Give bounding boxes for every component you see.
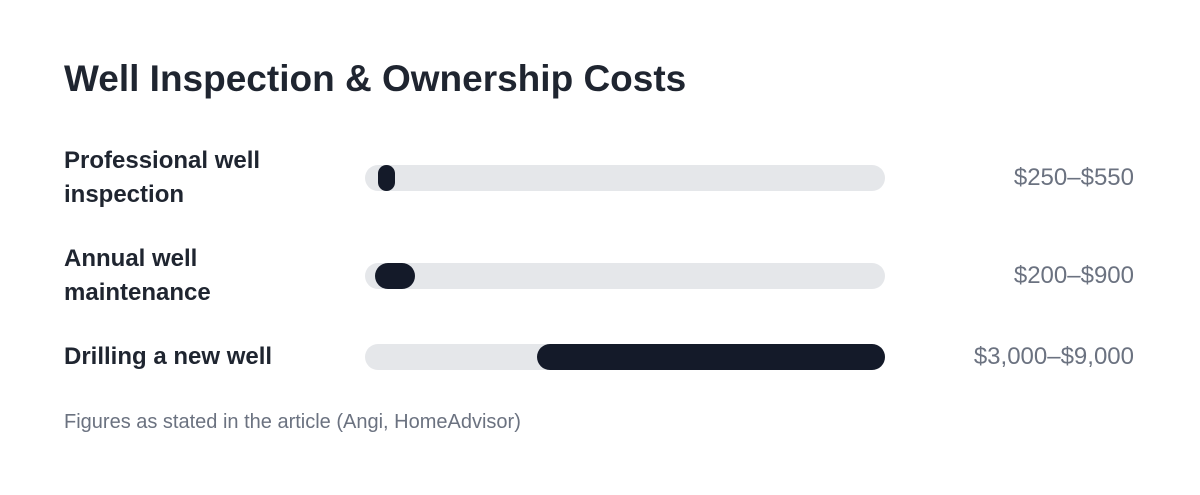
bar-track <box>365 165 885 191</box>
bar-track <box>365 344 885 370</box>
category-label: Professional well inspection <box>64 147 261 208</box>
footnote: Figures as stated in the article (Angi, … <box>64 411 521 433</box>
value-label: $3,000–$9,000 <box>973 343 1134 370</box>
bar-track <box>365 263 885 289</box>
value-label: $200–$900 <box>1013 262 1134 289</box>
range-bar <box>537 344 885 370</box>
value-label: $250–$550 <box>1013 164 1134 191</box>
range-bar <box>374 263 416 289</box>
category-label: Annual well maintenance <box>64 245 211 306</box>
chart-title: Well Inspection & Ownership Costs <box>64 58 687 99</box>
range-bar <box>377 165 395 191</box>
category-label: Drilling a new well <box>64 343 273 370</box>
